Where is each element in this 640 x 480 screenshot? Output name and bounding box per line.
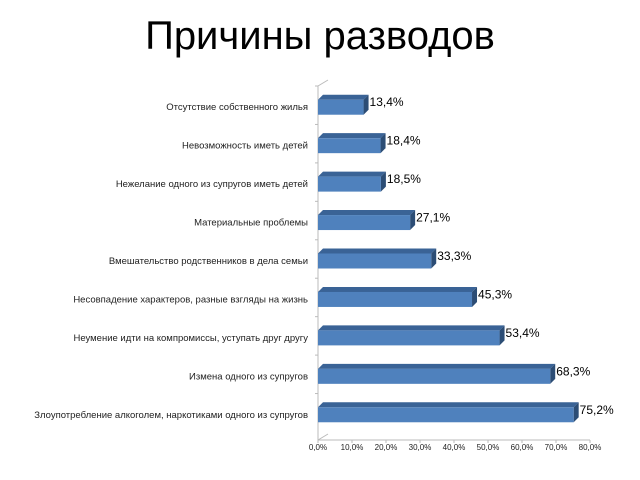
bar-top [318, 286, 478, 292]
bar [318, 176, 381, 192]
bar [318, 99, 364, 115]
bar-side [550, 363, 556, 384]
category-label: Злоупотребление алкоголем, наркотиками о… [34, 410, 308, 421]
bar-top [318, 210, 416, 216]
bar [318, 368, 551, 384]
x-tick-label: 40,0% [443, 443, 466, 452]
bar-top [318, 402, 579, 408]
bar [318, 291, 473, 307]
data-label: 18,5% [387, 172, 421, 186]
bar [318, 215, 411, 231]
data-label: 75,2% [580, 403, 614, 417]
data-label: 45,3% [478, 287, 512, 301]
bar-side [410, 210, 416, 231]
category-label: Неумение идти на компромиссы, уступать д… [73, 333, 308, 344]
bar [318, 253, 432, 269]
category-label: Нежелание одного из супругов иметь детей [116, 179, 308, 190]
data-label: 27,1% [416, 211, 450, 225]
category-label: Измена одного из супругов [189, 371, 308, 382]
bar-side [363, 94, 369, 115]
x-tick-label: 70,0% [545, 443, 568, 452]
category-label: Вмешательство родственников в дела семьи [109, 256, 308, 267]
data-label: 18,4% [387, 134, 421, 148]
bar-top [318, 363, 556, 369]
bar-top [318, 94, 369, 100]
chart-title: Причины разводов [145, 14, 495, 58]
x-tick-label: 20,0% [375, 443, 398, 452]
data-label: 13,4% [370, 95, 404, 109]
data-label: 68,3% [556, 364, 590, 378]
x-tick-label: 0,0% [309, 443, 327, 452]
bar-top [318, 248, 437, 254]
bar [318, 138, 381, 154]
x-tick-label: 80,0% [579, 443, 602, 452]
bar-side [472, 286, 478, 307]
category-label: Отсутствие собственного жилья [166, 102, 308, 113]
data-label: 53,4% [506, 326, 540, 340]
bar-side [431, 248, 437, 269]
bar-side [499, 325, 505, 346]
category-label: Невозможность иметь детей [182, 141, 308, 152]
x-tick-label: 10,0% [341, 443, 364, 452]
bar-side [380, 171, 386, 192]
bar [318, 407, 574, 423]
bar-top [318, 171, 386, 177]
x-tick-label: 30,0% [409, 443, 432, 452]
x-tick-label: 60,0% [511, 443, 534, 452]
bar-side [573, 402, 579, 423]
bar-top [318, 325, 505, 331]
data-label: 33,3% [437, 249, 471, 263]
category-label: Несовпадение характеров, разные взгляды … [73, 294, 308, 305]
bar [318, 330, 500, 346]
category-label: Материальные проблемы [194, 218, 308, 229]
bar-side [380, 133, 386, 154]
bar-top [318, 133, 386, 139]
x-tick-label: 50,0% [477, 443, 500, 452]
